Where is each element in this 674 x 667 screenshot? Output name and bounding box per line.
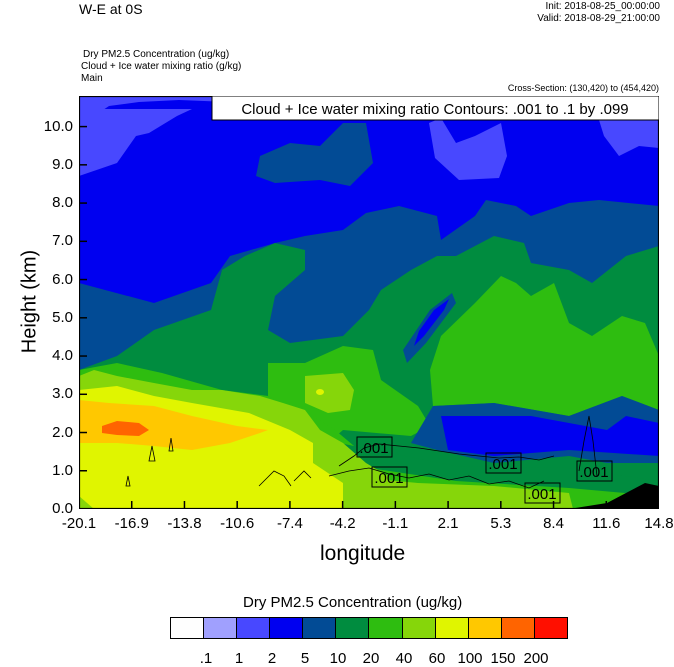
fill-level-1-2-top-middle xyxy=(429,118,507,180)
x-tick-label: -4.2 xyxy=(329,515,356,532)
y-tick-label: 0.0 xyxy=(52,500,73,517)
valid-time: Valid: 2018-08-29_21:00:00 xyxy=(537,13,660,24)
axis-ticks xyxy=(79,125,659,509)
fill-level-150-200 xyxy=(102,421,149,436)
contour-info-box xyxy=(211,96,659,121)
y-tick-label: 8.0 xyxy=(52,194,73,212)
fill-level-1-2-top-left xyxy=(79,96,264,176)
field-label-pm25: Dry PM2.5 Concentration (ug/kg) xyxy=(83,49,230,60)
colorbar-label: 40 xyxy=(395,650,413,667)
x-tick-label: -10.6 xyxy=(220,515,255,532)
colorbar-swatch xyxy=(500,618,534,638)
contour-label-box xyxy=(524,482,561,504)
x-tick-label: -16.9 xyxy=(114,515,149,532)
x-tick-label: 8.4 xyxy=(543,515,564,532)
field-label-main: Main xyxy=(81,73,103,84)
colorbar-label: 2 xyxy=(267,650,277,667)
y-tick-label: 3.0 xyxy=(52,385,73,403)
colorbar-label: 200 xyxy=(523,650,549,667)
colorbar-swatch xyxy=(269,618,303,638)
fill-level-100-150 xyxy=(79,400,268,450)
colorbar-label: 10 xyxy=(329,650,347,667)
y-tick-label: 1.0 xyxy=(52,461,73,479)
x-tick-label: -13.8 xyxy=(167,515,202,532)
colorbar-swatch xyxy=(335,618,369,638)
cross-section-label: Cross-Section: (130,420) to (454,420) xyxy=(507,83,659,93)
plot-title: W-E at 0S xyxy=(79,1,143,17)
x-tick-label: 11.6 xyxy=(592,515,621,532)
x-tick-label: 5.3 xyxy=(490,515,512,532)
colorbar-title: Dry PM2.5 Concentration (ug/kg) xyxy=(243,594,463,611)
contour-line xyxy=(258,470,312,487)
colorbar-swatch xyxy=(302,618,336,638)
x-tick-label: 2.1 xyxy=(437,515,459,532)
colorbar-label: 150 xyxy=(490,650,516,667)
fill-level-60-100-blob xyxy=(316,389,324,395)
colorbar xyxy=(170,617,568,639)
colorbar-label: 100 xyxy=(457,650,483,667)
cloud-contours xyxy=(125,415,598,489)
colorbar-swatch xyxy=(236,618,270,638)
colorbar-swatch xyxy=(533,618,567,638)
contour-info-text: Cloud + Ice water mixing ratio Contours:… xyxy=(241,101,628,118)
y-tick-label: 10.0 xyxy=(43,117,73,135)
y-tick-label: 6.0 xyxy=(52,270,73,288)
y-tick-label: 5.0 xyxy=(52,308,73,326)
colorbar-swatch xyxy=(401,618,435,638)
contour-label: .001 xyxy=(359,440,388,457)
colorbar-label: 1 xyxy=(234,650,244,667)
contour-line xyxy=(125,437,174,487)
colorbar-label: .1 xyxy=(199,650,213,667)
contour-label: .001 xyxy=(579,464,608,481)
x-axis-title: longitude xyxy=(320,542,406,565)
x-tick-label: -7.4 xyxy=(276,515,303,532)
fill-level-1-2-top-right xyxy=(599,120,659,156)
contour-line xyxy=(338,443,555,467)
contour-label-box xyxy=(371,466,408,488)
y-tick-label: 9.0 xyxy=(52,155,73,173)
fill-level-10-20-lower-band xyxy=(329,441,659,496)
colorbar-swatch xyxy=(203,618,237,638)
y-tick-label: 4.0 xyxy=(52,347,73,365)
x-tick-label: -20.1 xyxy=(61,515,97,532)
terrain xyxy=(569,483,659,509)
field-label-cloud: Cloud + Ice water mixing ratio (g/kg) xyxy=(81,61,242,72)
x-tick-label: 14.8 xyxy=(644,515,674,532)
colorbar-label: 5 xyxy=(300,650,310,667)
contour-label-box xyxy=(576,460,613,482)
init-time: Init: 2018-08-25_00:00:00 xyxy=(545,1,660,12)
y-axis-title: Height (km) xyxy=(18,249,41,354)
colorbar-swatch xyxy=(434,618,468,638)
colorbar-label: 60 xyxy=(428,650,446,667)
contour-label-group: .001 .001 .001 .001 .001 xyxy=(356,436,613,504)
colorbar-label: 20 xyxy=(362,650,380,667)
colorbar-swatch xyxy=(467,618,501,638)
fill-level-2-5-diagonal-streak xyxy=(414,299,449,346)
contour-line xyxy=(328,467,545,489)
plot-area: .001 .001 .001 .001 .001 Cloud + Ice wat… xyxy=(79,96,659,509)
fill-level-5-10-top-streak xyxy=(256,123,373,186)
contour-label-box xyxy=(356,436,393,458)
fill-level-2-5-lower-right xyxy=(441,416,659,456)
y-tick-label: 2.0 xyxy=(52,423,73,441)
contour-line xyxy=(578,415,598,477)
contour-label: .001 xyxy=(527,486,556,503)
fill-level-40-60-middle xyxy=(305,373,354,413)
fill-level-20-40-right xyxy=(430,276,659,416)
contour-label: .001 xyxy=(488,456,517,473)
colorbar-swatch xyxy=(171,618,204,638)
x-tick-label: -1.1 xyxy=(382,515,409,532)
contour-label-box xyxy=(485,452,522,474)
colorbar-swatch xyxy=(368,618,402,638)
y-tick-label: 7.0 xyxy=(52,232,73,250)
contour-label: .001 xyxy=(374,470,403,487)
